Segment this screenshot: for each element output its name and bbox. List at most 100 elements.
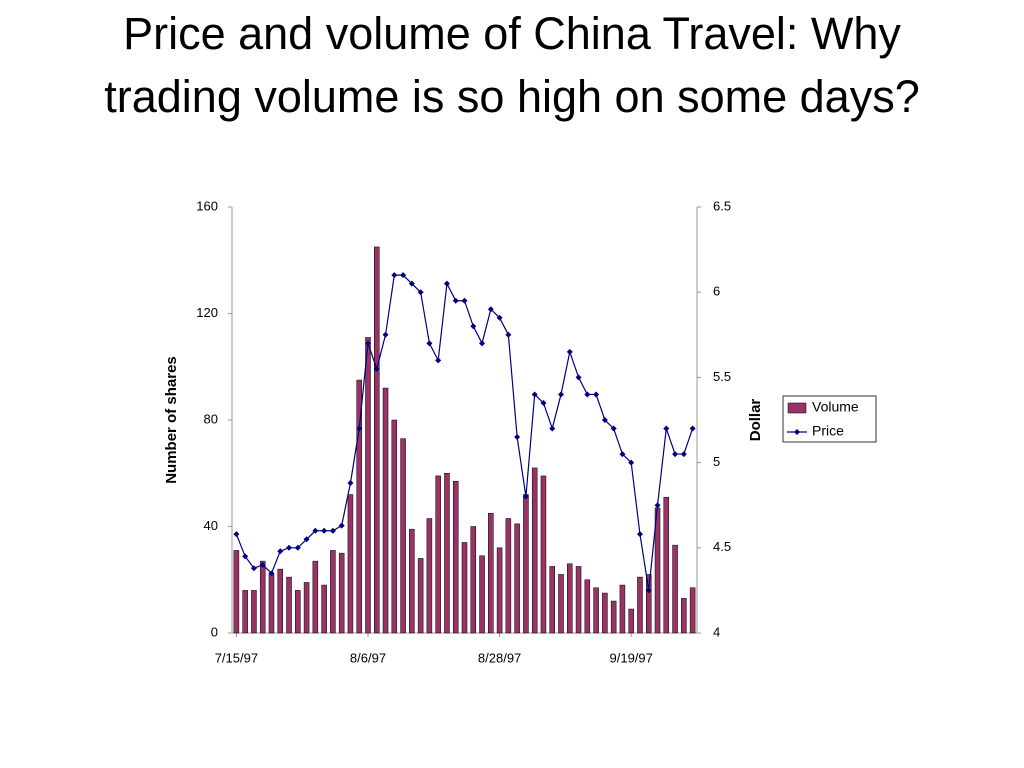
price-marker xyxy=(522,493,529,500)
bar xyxy=(338,552,345,634)
y-tick-label: 0 xyxy=(211,624,218,639)
x-tick-label: 8/28/97 xyxy=(478,650,521,665)
price-marker xyxy=(680,451,687,458)
price-marker xyxy=(663,425,670,432)
bar xyxy=(602,592,608,634)
price-marker xyxy=(391,272,398,279)
bar xyxy=(365,337,371,634)
price-marker xyxy=(329,527,336,534)
price-marker xyxy=(321,527,328,534)
price-marker xyxy=(689,425,696,432)
bar xyxy=(312,560,319,634)
bar xyxy=(584,579,591,634)
bar xyxy=(242,590,248,634)
price-marker xyxy=(259,561,266,568)
price-marker xyxy=(356,425,363,432)
price-marker xyxy=(408,280,415,287)
price-marker xyxy=(479,340,486,347)
bar xyxy=(549,566,555,634)
bar xyxy=(689,587,696,634)
bar xyxy=(558,574,564,634)
price-marker xyxy=(250,565,257,572)
price-marker xyxy=(496,314,503,321)
price-marker xyxy=(514,434,521,441)
price-marker xyxy=(487,306,494,313)
bar xyxy=(575,566,582,634)
bar xyxy=(672,544,678,634)
bar xyxy=(303,582,310,634)
bar xyxy=(374,246,380,634)
bar xyxy=(286,576,292,634)
y-tick-label: 80 xyxy=(204,411,218,426)
bar xyxy=(645,574,652,634)
bar xyxy=(523,494,529,634)
bar xyxy=(409,528,415,634)
bar xyxy=(268,574,275,634)
price-marker xyxy=(461,297,468,304)
bar xyxy=(233,550,240,634)
y-tick-label: 120 xyxy=(196,305,218,320)
x-tick-label: 9/19/97 xyxy=(610,650,653,665)
legend-label: Price xyxy=(812,423,844,439)
x-tick-label: 8/6/97 xyxy=(350,650,386,665)
bar xyxy=(295,590,301,634)
bar xyxy=(505,518,512,634)
price-marker xyxy=(549,425,556,432)
price-marker xyxy=(619,451,626,458)
y2-tick-label: 6 xyxy=(713,284,720,299)
price-marker xyxy=(628,459,635,466)
bar xyxy=(347,494,354,634)
price-marker xyxy=(242,553,249,560)
bar xyxy=(356,379,362,634)
bar xyxy=(593,587,599,634)
price-marker xyxy=(233,531,240,538)
price-marker xyxy=(312,527,319,534)
bar xyxy=(400,438,406,634)
price-marker xyxy=(584,391,591,398)
y-axis-label: Number of shares xyxy=(163,356,180,484)
price-marker xyxy=(654,502,661,509)
bar xyxy=(470,526,477,634)
bar xyxy=(391,419,398,634)
price-marker xyxy=(505,331,512,338)
price-marker xyxy=(373,365,380,372)
price-marker xyxy=(452,297,459,304)
bar xyxy=(277,568,284,634)
price-marker xyxy=(286,544,293,551)
bar xyxy=(628,608,634,634)
price-marker xyxy=(400,272,407,279)
price-marker xyxy=(636,531,643,538)
price-marker xyxy=(364,340,371,347)
legend-label: Volume xyxy=(812,399,859,415)
bar xyxy=(540,475,547,634)
bar xyxy=(444,473,450,634)
bar xyxy=(321,584,327,634)
bar xyxy=(330,550,336,634)
bar xyxy=(259,560,266,634)
bar xyxy=(488,512,494,634)
price-marker xyxy=(294,544,301,551)
price-marker xyxy=(347,480,354,487)
price-marker xyxy=(268,570,275,577)
price-marker xyxy=(593,391,600,398)
bar xyxy=(496,547,503,634)
y2-tick-label: 4 xyxy=(713,624,720,639)
price-marker xyxy=(601,417,608,423)
bar xyxy=(619,584,626,634)
legend-swatch xyxy=(787,402,807,414)
bar xyxy=(531,467,538,634)
bar xyxy=(382,387,389,634)
price-marker xyxy=(672,451,679,458)
y2-tick-label: 4.5 xyxy=(713,539,731,554)
price-marker xyxy=(540,399,547,406)
price-marker xyxy=(558,391,565,398)
bar xyxy=(426,518,433,634)
bar xyxy=(435,475,441,634)
y2-axis-label: Dollar xyxy=(747,399,764,442)
bar xyxy=(417,558,424,634)
y2-tick-label: 5 xyxy=(713,454,720,469)
bar xyxy=(514,523,520,634)
chart-title: Price and volume of China Travel: Why tr… xyxy=(104,8,920,122)
price-marker xyxy=(443,280,450,287)
